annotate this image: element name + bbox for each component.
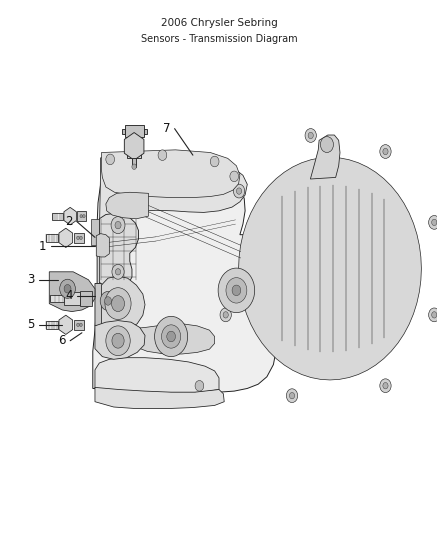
Circle shape [105,288,131,319]
Circle shape [432,312,437,318]
Polygon shape [102,276,145,331]
Circle shape [132,164,136,169]
Circle shape [64,285,71,293]
Circle shape [79,323,82,327]
Polygon shape [99,155,247,237]
Circle shape [82,215,85,217]
Circle shape [305,128,316,142]
Circle shape [195,381,204,391]
Polygon shape [74,320,84,330]
Circle shape [112,264,124,279]
Polygon shape [270,175,390,362]
Polygon shape [122,129,125,134]
Circle shape [115,221,121,229]
Polygon shape [59,228,73,247]
Polygon shape [95,387,224,409]
Polygon shape [239,157,421,380]
Text: Sensors - Transmission Diagram: Sensors - Transmission Diagram [141,34,297,44]
Text: 6: 6 [59,334,66,347]
Polygon shape [124,133,144,160]
Polygon shape [49,272,95,312]
Circle shape [100,292,116,311]
Circle shape [232,285,241,296]
Polygon shape [95,284,122,326]
Circle shape [429,308,438,322]
Circle shape [380,144,391,158]
Circle shape [162,325,181,348]
Polygon shape [59,315,73,334]
Circle shape [155,317,187,357]
Polygon shape [80,290,92,306]
Polygon shape [49,295,64,302]
Polygon shape [99,214,138,288]
Circle shape [106,154,115,165]
Circle shape [80,215,82,217]
Circle shape [210,156,219,167]
Polygon shape [95,358,219,393]
Polygon shape [64,292,80,305]
Polygon shape [311,135,340,179]
Polygon shape [132,158,136,167]
Circle shape [380,379,391,393]
Polygon shape [127,324,215,354]
Circle shape [432,219,437,225]
Text: 4: 4 [65,289,73,302]
Polygon shape [52,213,63,220]
Circle shape [237,188,242,194]
Circle shape [223,312,228,318]
Circle shape [383,148,388,155]
Polygon shape [46,321,58,329]
Circle shape [106,326,130,356]
Text: 2006 Chrysler Sebring: 2006 Chrysler Sebring [161,18,277,28]
Circle shape [226,278,247,303]
Polygon shape [96,233,110,257]
Circle shape [111,216,125,233]
Circle shape [77,236,79,240]
Circle shape [220,308,231,322]
Circle shape [112,333,124,348]
Circle shape [230,171,239,182]
Polygon shape [106,192,148,219]
Circle shape [77,323,79,327]
Circle shape [321,136,333,152]
Circle shape [116,269,120,275]
Circle shape [79,236,82,240]
Text: 7: 7 [163,122,170,135]
Text: 1: 1 [39,240,46,253]
Polygon shape [127,137,141,158]
Circle shape [308,132,313,139]
Circle shape [158,150,167,160]
Polygon shape [74,232,84,243]
Polygon shape [93,158,279,393]
Polygon shape [125,125,144,137]
Text: 2: 2 [65,215,73,228]
Circle shape [218,268,254,313]
Circle shape [105,297,112,305]
Polygon shape [102,150,240,198]
Circle shape [167,331,176,342]
Circle shape [383,383,388,389]
Circle shape [233,184,245,198]
Circle shape [60,279,75,298]
Text: 5: 5 [27,318,35,332]
Circle shape [112,296,124,312]
Text: 3: 3 [27,273,35,286]
Circle shape [429,215,438,229]
Polygon shape [91,219,99,245]
Polygon shape [46,234,58,242]
Circle shape [286,389,298,402]
Polygon shape [64,207,76,225]
Circle shape [290,392,295,399]
Polygon shape [144,129,147,134]
Polygon shape [95,320,145,359]
Polygon shape [78,212,86,221]
